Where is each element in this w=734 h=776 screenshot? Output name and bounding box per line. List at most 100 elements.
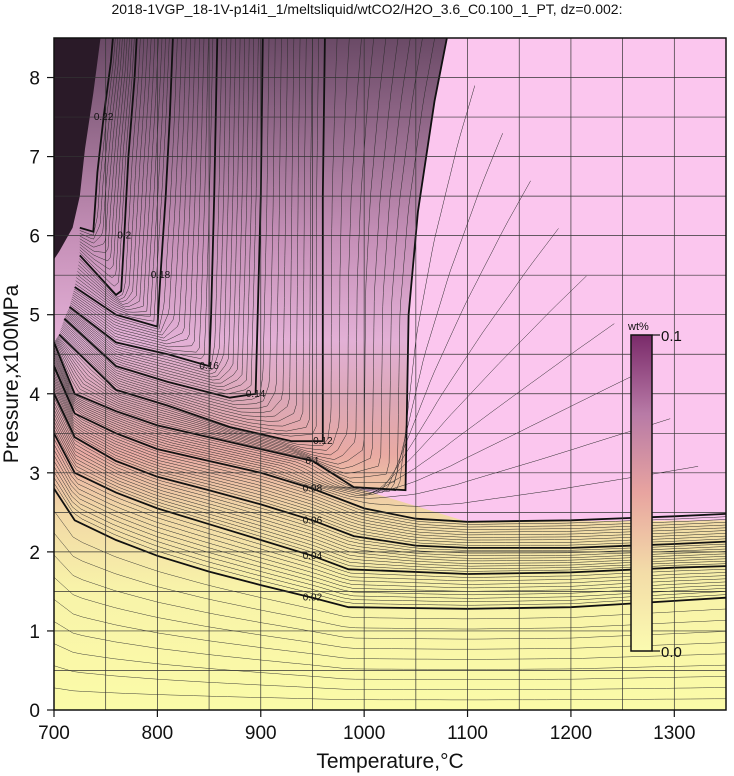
- minor-contour: [54, 405, 726, 556]
- minor-contour: [76, 38, 159, 310]
- minor-contour: [72, 38, 187, 336]
- contour-label-text: 0.14: [246, 389, 266, 400]
- minor-contour: [79, 38, 130, 270]
- minor-contour: [54, 455, 726, 589]
- minor-contour: [54, 643, 726, 680]
- minor-contour: [54, 363, 699, 507]
- minor-contour: [54, 379, 726, 536]
- contour-labels: 0.02 0.04 0.06 0.08 0.1 0.12 0.14 0.16 0.18 0.2 0.…: [94, 112, 333, 604]
- minor-contour: [54, 421, 726, 567]
- minor-contour: [69, 38, 214, 359]
- minor-contour: [62, 38, 282, 409]
- contour-label-text: 0.16: [199, 361, 219, 372]
- contour-label-0.16: 0.16: [199, 361, 219, 372]
- minor-contour: [71, 38, 196, 342]
- contour-label-0.12: 0.12: [313, 436, 333, 447]
- minor-contour: [54, 417, 726, 564]
- minor-contour: [55, 38, 411, 474]
- minor-contour: [79, 38, 135, 287]
- minor-contour: [54, 397, 726, 551]
- minor-contour: [59, 38, 319, 437]
- minor-contour: [71, 38, 200, 345]
- minor-contour: [54, 228, 559, 494]
- minor-contour: [65, 38, 250, 387]
- minor-contour: [79, 38, 126, 253]
- y-tick-label: 7: [29, 148, 40, 169]
- minor-contour: [54, 577, 726, 650]
- contour-label-text: 0.2: [117, 231, 131, 242]
- minor-contour: [78, 38, 145, 300]
- minor-contour: [76, 38, 163, 313]
- minor-contour: [54, 482, 726, 606]
- contour-0.14: [63, 38, 264, 399]
- minor-contour: [75, 38, 170, 322]
- contour-label-0.04: 0.04: [303, 551, 323, 562]
- minor-contour: [79, 38, 116, 236]
- minor-contour: [77, 38, 156, 308]
- minor-contour: [54, 510, 726, 620]
- contour-label-0.1: 0.1: [306, 456, 320, 467]
- minor-contour: [56, 38, 374, 460]
- contour-label-0.08: 0.08: [303, 484, 323, 495]
- minor-contour: [54, 425, 726, 570]
- contour-label-text: 0.12: [313, 436, 333, 447]
- x-tick-label: 1000: [343, 723, 385, 744]
- minor-contour: [61, 38, 301, 422]
- minor-contour: [61, 38, 295, 418]
- contour-label-text: 0.18: [151, 270, 171, 281]
- y-axis-ticks: 0 1 2 3 4 5 6 7 8: [29, 69, 54, 722]
- contour-label-0.02: 0.02: [303, 593, 323, 604]
- minor-contour: [54, 358, 643, 496]
- contour-label-text: 0.08: [303, 484, 323, 495]
- y-tick-label: 5: [29, 306, 40, 327]
- y-axis-label: Pressure,x100MPa: [0, 284, 23, 463]
- minor-contour: [62, 38, 288, 413]
- contour-label-0.14: 0.14: [246, 389, 266, 400]
- minor-contour: [55, 38, 399, 470]
- minor-contour: [79, 38, 133, 279]
- y-tick-label: 0: [29, 701, 40, 722]
- minor-contour: [63, 38, 276, 406]
- colorbar-title: wt%: [627, 321, 649, 333]
- x-tick-label: 1200: [550, 723, 592, 744]
- contour-label-text: 0.06: [303, 515, 323, 526]
- minor-contour: [54, 388, 726, 543]
- colorbar-max-label: 0.1: [661, 328, 682, 345]
- minor-contour: [79, 38, 123, 248]
- x-axis-label: Temperature,°C: [316, 750, 463, 773]
- minor-contour: [68, 38, 227, 372]
- minor-contour: [60, 38, 313, 432]
- minor-contour: [75, 38, 166, 317]
- contour-0.12: [58, 38, 326, 443]
- minor-contour: [54, 385, 726, 541]
- minor-contour: [54, 361, 671, 499]
- minor-contour: [77, 38, 152, 305]
- minor-contour: [73, 38, 183, 333]
- x-tick-label: 800: [142, 723, 174, 744]
- minor-contour: [54, 687, 726, 701]
- colorbar-gradient: [630, 334, 653, 652]
- minor-contour: [54, 444, 726, 582]
- minor-contour: [54, 377, 726, 533]
- minor-contour: [54, 449, 726, 585]
- minor-contour: [79, 38, 141, 298]
- minor-contour: [54, 554, 726, 640]
- minor-contour: [54, 401, 726, 554]
- minor-contour: [54, 621, 726, 670]
- minor-contour: [79, 38, 128, 262]
- minor-contour: [54, 532, 726, 630]
- minor-contour: [66, 38, 245, 384]
- minor-contour: [54, 477, 726, 602]
- minor-contour: [74, 38, 178, 330]
- contour-label-text: 0.1: [306, 456, 320, 467]
- minor-contour: [68, 38, 223, 369]
- contour-label-text: 0.04: [303, 551, 323, 562]
- y-tick-label: 1: [29, 622, 40, 643]
- minor-contour: [54, 133, 503, 492]
- contour-label-0.06: 0.06: [303, 515, 323, 526]
- saturated-region: [54, 38, 101, 260]
- minor-contour: [67, 38, 232, 375]
- minor-contour: [54, 38, 423, 479]
- contour-label-text: 0.22: [94, 112, 114, 123]
